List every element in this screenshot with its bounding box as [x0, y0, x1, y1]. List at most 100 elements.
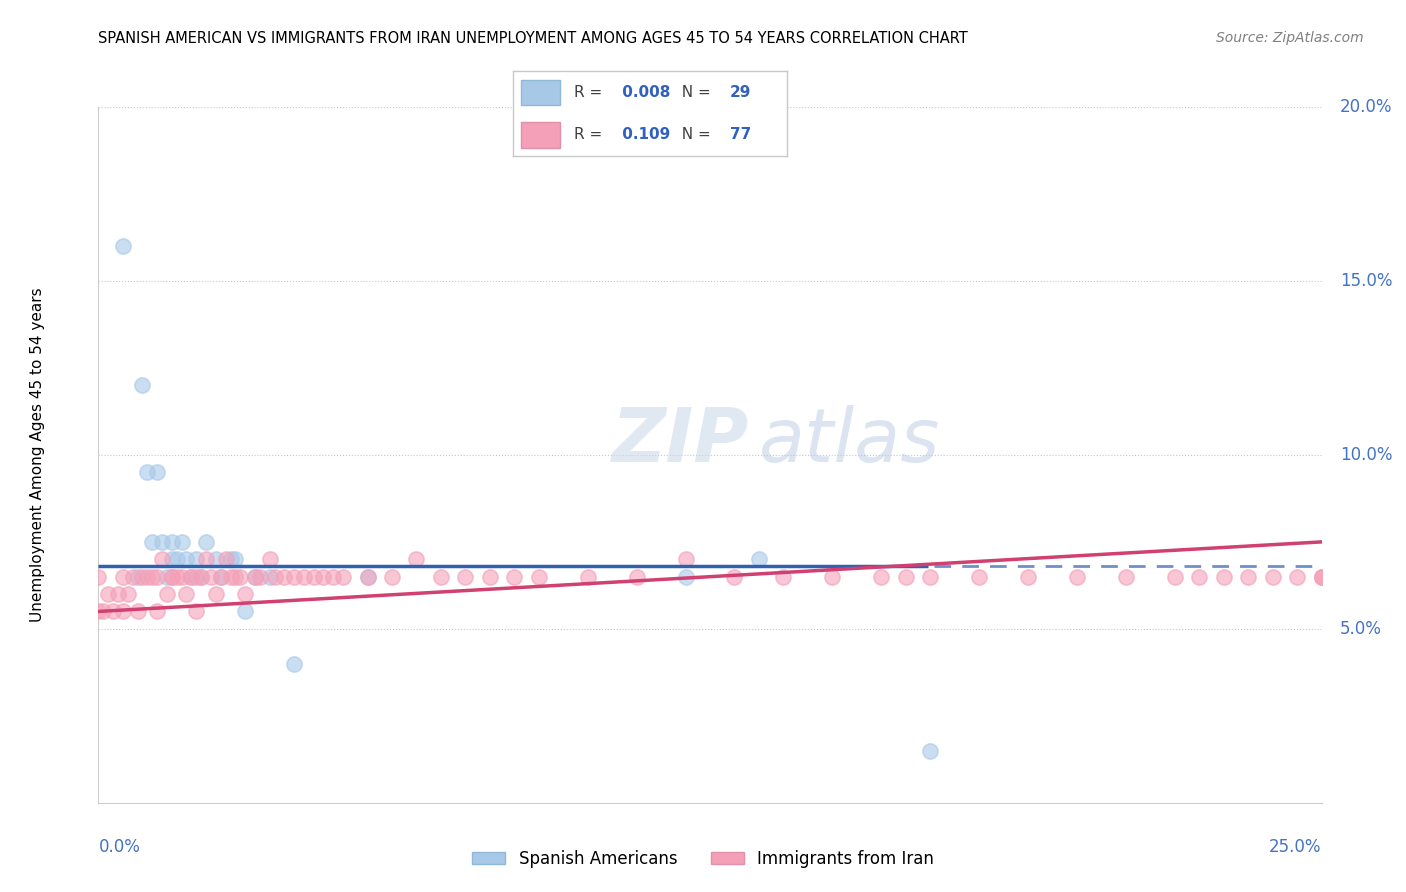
Point	[111, 239, 134, 253]
Point	[920, 744, 942, 758]
Legend: Spanish Americans, Immigrants from Iran: Spanish Americans, Immigrants from Iran	[465, 844, 941, 875]
Point	[219, 570, 242, 584]
Point	[1212, 570, 1234, 584]
Point	[259, 570, 281, 584]
Point	[141, 570, 163, 584]
Point	[131, 570, 153, 584]
Point	[243, 570, 266, 584]
Point	[1310, 570, 1333, 584]
Point	[160, 570, 183, 584]
FancyBboxPatch shape	[522, 80, 560, 105]
Text: 25.0%: 25.0%	[1270, 838, 1322, 855]
Point	[195, 534, 218, 549]
Point	[101, 605, 124, 619]
Point	[150, 534, 173, 549]
Point	[821, 570, 844, 584]
Point	[576, 570, 599, 584]
Text: 77: 77	[730, 128, 751, 143]
Text: 15.0%: 15.0%	[1340, 272, 1392, 290]
Point	[405, 552, 427, 566]
Point	[170, 570, 193, 584]
Point	[214, 552, 236, 566]
Text: 29: 29	[730, 85, 751, 100]
Point	[146, 466, 169, 480]
Point	[263, 570, 285, 584]
Point	[273, 570, 295, 584]
Point	[141, 534, 163, 549]
Text: R =: R =	[574, 85, 606, 100]
Point	[1237, 570, 1260, 584]
Point	[312, 570, 335, 584]
Point	[723, 570, 745, 584]
Point	[156, 587, 179, 601]
Point	[127, 570, 149, 584]
Point	[224, 552, 246, 566]
Point	[205, 587, 228, 601]
Point	[200, 570, 222, 584]
Point	[283, 570, 305, 584]
Point	[160, 534, 183, 549]
Point	[146, 605, 169, 619]
Point	[205, 552, 228, 566]
Point	[675, 552, 697, 566]
Point	[322, 570, 344, 584]
Point	[1017, 570, 1039, 584]
Text: Unemployment Among Ages 45 to 54 years: Unemployment Among Ages 45 to 54 years	[30, 287, 45, 623]
Point	[243, 570, 266, 584]
Point	[136, 570, 159, 584]
Point	[626, 570, 648, 584]
Point	[156, 570, 179, 584]
Point	[91, 605, 114, 619]
Point	[283, 657, 305, 671]
Text: 10.0%: 10.0%	[1340, 446, 1392, 464]
Point	[87, 570, 110, 584]
Text: 5.0%: 5.0%	[1340, 620, 1382, 638]
Point	[381, 570, 404, 584]
Point	[527, 570, 550, 584]
Point	[121, 570, 143, 584]
Point	[176, 587, 198, 601]
Point	[160, 552, 183, 566]
Point	[209, 570, 232, 584]
Point	[107, 587, 129, 601]
Text: SPANISH AMERICAN VS IMMIGRANTS FROM IRAN UNEMPLOYMENT AMONG AGES 45 TO 54 YEARS : SPANISH AMERICAN VS IMMIGRANTS FROM IRAN…	[98, 31, 969, 46]
Text: ZIP: ZIP	[612, 404, 749, 477]
Point	[97, 587, 120, 601]
Point	[150, 552, 173, 566]
Point	[259, 552, 281, 566]
Point	[1261, 570, 1284, 584]
Point	[186, 552, 208, 566]
Point	[180, 570, 202, 584]
Point	[146, 570, 169, 584]
Point	[186, 570, 208, 584]
Point	[195, 552, 218, 566]
Point	[1066, 570, 1088, 584]
Point	[894, 570, 917, 584]
Point	[233, 587, 256, 601]
Point	[430, 570, 453, 584]
Point	[166, 570, 188, 584]
Point	[160, 570, 183, 584]
Point	[190, 570, 212, 584]
Point	[356, 570, 378, 584]
Text: 0.008: 0.008	[617, 85, 671, 100]
Point	[117, 587, 139, 601]
Text: N =: N =	[672, 85, 716, 100]
Point	[1164, 570, 1187, 584]
Point	[748, 552, 770, 566]
Point	[111, 605, 134, 619]
Point	[219, 552, 242, 566]
Point	[224, 570, 246, 584]
Text: R =: R =	[574, 128, 606, 143]
Point	[967, 570, 990, 584]
Point	[454, 570, 477, 584]
Point	[127, 605, 149, 619]
Point	[772, 570, 794, 584]
Point	[870, 570, 893, 584]
Text: atlas: atlas	[759, 405, 941, 477]
Point	[302, 570, 325, 584]
Point	[1310, 570, 1333, 584]
Point	[356, 570, 378, 584]
Point	[229, 570, 252, 584]
Point	[292, 570, 315, 584]
